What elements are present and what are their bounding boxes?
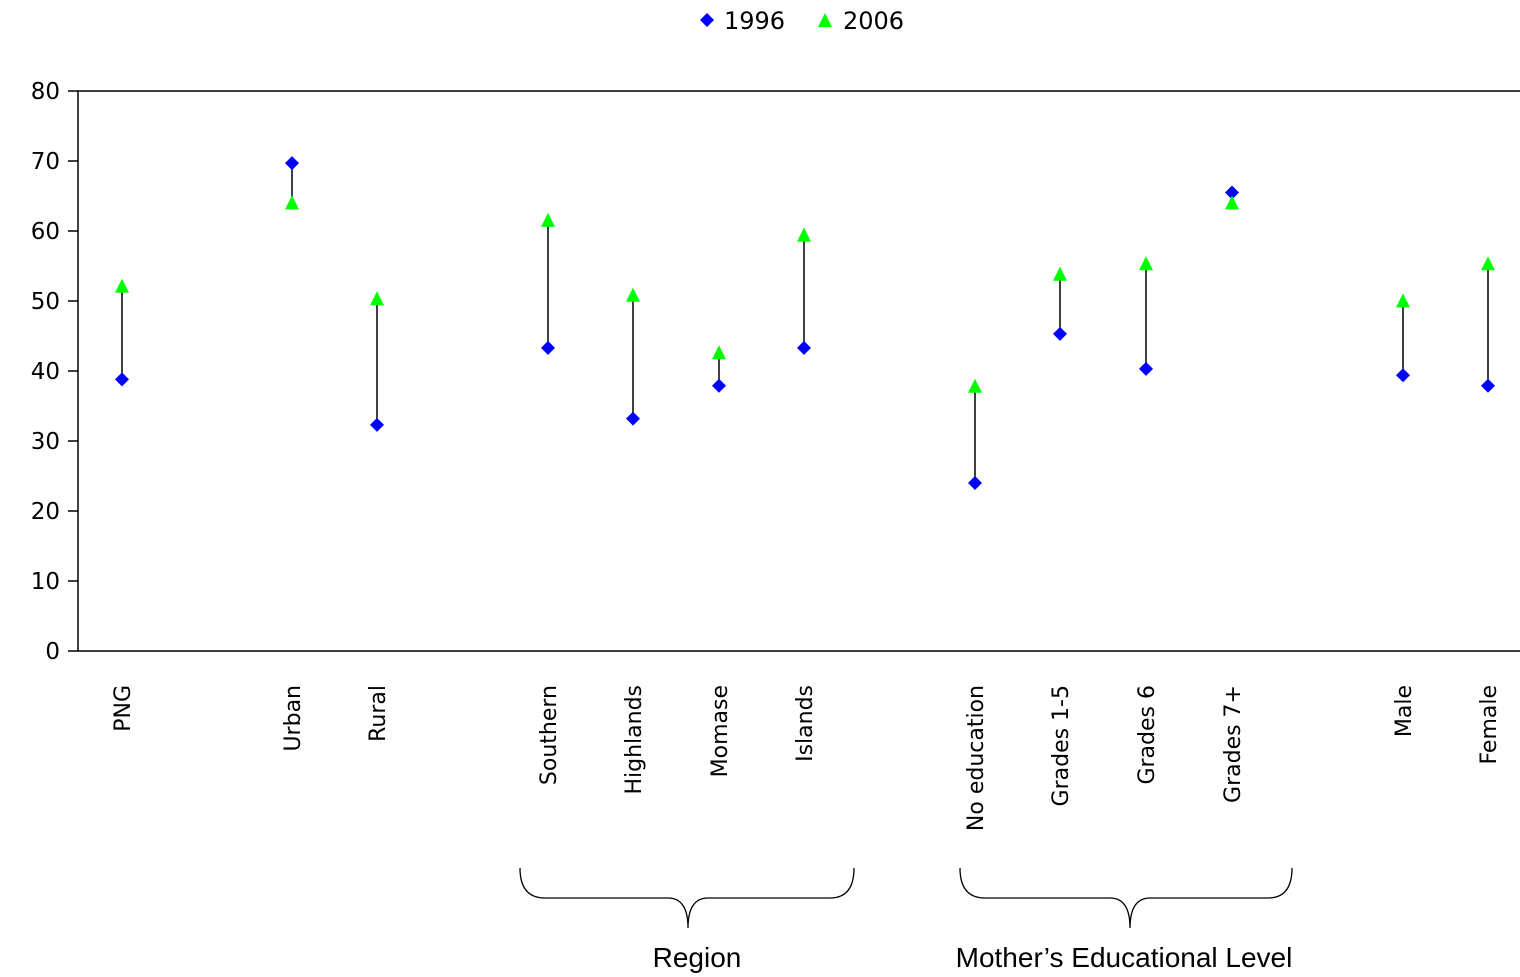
point-2006-islands: [797, 227, 811, 242]
point-1996-male: [1396, 368, 1410, 383]
point-1996-grades-6: [1139, 361, 1153, 376]
y-tick-label-60: 60: [31, 219, 60, 245]
x-tick-label-female: Female: [1477, 685, 1502, 765]
x-tick-label-grades-7-: Grades 7+: [1221, 685, 1246, 803]
point-2006-southern: [541, 212, 555, 227]
point-2006-male: [1396, 293, 1410, 308]
x-tick-label-png: PNG: [111, 685, 136, 732]
point-1996-southern: [541, 340, 555, 355]
x-tick-label-highlands: Highlands: [622, 685, 647, 795]
point-2006-urban: [285, 195, 299, 210]
data-markers: [115, 156, 1495, 490]
point-2006-rural: [370, 291, 384, 306]
point-2006-grades-6: [1139, 256, 1153, 271]
point-1996-momase: [712, 378, 726, 393]
education-brace: [959, 867, 1293, 929]
legend-marker-1996: [700, 13, 714, 27]
point-2006-highlands: [626, 287, 640, 302]
group-brackets: Region Mother’s Educational Level: [519, 867, 1293, 973]
x-tick-label-momase: Momase: [708, 685, 733, 777]
y-tick-label-10: 10: [31, 569, 60, 595]
point-1996-rural: [370, 417, 384, 432]
point-2006-grades-1-5: [1053, 266, 1067, 281]
y-tick-label-20: 20: [31, 499, 60, 525]
x-tick-label-no-education: No education: [964, 685, 989, 831]
y-axis: 0 10 20 30 40 50 60 70 80: [31, 79, 78, 665]
y-tick-label-30: 30: [31, 429, 60, 455]
legend-label-2006: 2006: [843, 7, 904, 35]
point-1996-no-education: [968, 476, 982, 490]
region-brace: [519, 867, 855, 929]
connector-lines: [121, 163, 1489, 483]
point-2006-momase: [712, 345, 726, 360]
x-tick-label-grades-6: Grades 6: [1135, 685, 1160, 785]
x-axis-labels: PNG Urban Rural Southern Highlands Momase Isla…: [111, 685, 1502, 831]
legend: 1996 2006: [700, 7, 904, 35]
plot-area-frame: [77, 90, 1520, 652]
point-1996-urban: [285, 156, 299, 171]
point-2006-female: [1481, 256, 1495, 271]
x-tick-label-urban: Urban: [281, 685, 306, 752]
point-2006-grades-7-: [1225, 195, 1239, 210]
y-tick-label-80: 80: [31, 79, 60, 105]
y-tick-label-0: 0: [45, 639, 60, 665]
point-1996-grades-7-: [1225, 185, 1239, 200]
point-2006-no-education: [968, 378, 982, 393]
legend-label-1996: 1996: [724, 7, 785, 35]
point-1996-islands: [797, 340, 811, 355]
point-1996-highlands: [626, 411, 640, 426]
x-tick-label-rural: Rural: [366, 685, 391, 742]
y-tick-label-40: 40: [31, 359, 60, 385]
point-2006-png: [115, 278, 129, 293]
point-1996-png: [115, 372, 129, 387]
y-tick-label-50: 50: [31, 289, 60, 315]
legend-marker-2006: [818, 13, 832, 27]
point-1996-grades-1-5: [1053, 326, 1067, 341]
x-tick-label-islands: Islands: [793, 685, 818, 762]
y-tick-label-70: 70: [31, 149, 60, 175]
education-group-label: Mother’s Educational Level: [956, 942, 1293, 973]
region-group-label: Region: [653, 942, 742, 973]
x-tick-label-male: Male: [1392, 685, 1417, 737]
x-tick-label-southern: Southern: [537, 685, 562, 785]
point-1996-female: [1481, 378, 1495, 393]
x-tick-label-grades-1-5: Grades 1-5: [1049, 685, 1074, 806]
